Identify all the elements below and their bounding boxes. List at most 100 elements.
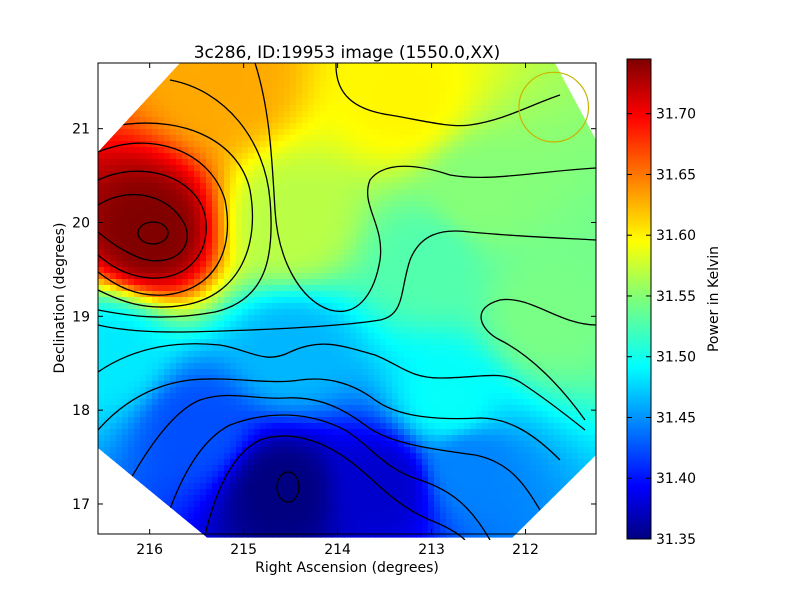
heatmap-cell: [590, 255, 596, 262]
heatmap-cell: [368, 111, 375, 118]
heatmap-cell: [494, 159, 501, 166]
heatmap-cell: [458, 189, 465, 196]
heatmap-cell: [422, 81, 429, 88]
heatmap-cell: [260, 177, 267, 184]
heatmap-cell: [506, 375, 513, 382]
heatmap-cell: [380, 333, 387, 340]
heatmap-cell: [314, 171, 321, 178]
heatmap-cell: [272, 285, 279, 292]
heatmap-cell: [236, 147, 243, 154]
heatmap-cell: [212, 123, 219, 130]
heatmap-cell: [176, 249, 183, 256]
heatmap-cell: [158, 309, 165, 316]
heatmap-cell: [488, 393, 495, 400]
heatmap-cell: [380, 117, 387, 124]
heatmap-cell: [386, 183, 393, 190]
heatmap-cell: [374, 255, 381, 262]
heatmap-cell: [284, 171, 291, 178]
heatmap-cell: [416, 123, 423, 130]
heatmap-cell: [140, 135, 147, 142]
heatmap-cell: [428, 345, 435, 352]
heatmap-cell: [476, 279, 483, 286]
heatmap-cell: [290, 201, 297, 208]
heatmap-cell: [398, 123, 405, 130]
heatmap-cell: [104, 189, 111, 196]
heatmap-cell: [548, 267, 555, 274]
heatmap-cell: [578, 153, 585, 160]
heatmap-cell: [560, 273, 567, 280]
heatmap-cell: [572, 405, 579, 412]
heatmap-cell: [272, 75, 279, 82]
heatmap-cell: [272, 309, 279, 316]
heatmap-cell: [278, 321, 285, 328]
heatmap-cell: [548, 111, 555, 118]
heatmap-cell: [578, 255, 585, 262]
heatmap-cell: [140, 123, 147, 130]
heatmap-cell: [326, 261, 333, 268]
heatmap-cell: [548, 195, 555, 202]
heatmap-cell: [290, 411, 297, 418]
heatmap-cell: [542, 399, 549, 406]
heatmap-cell: [104, 315, 111, 322]
heatmap-cell: [386, 129, 393, 136]
heatmap-cell: [284, 183, 291, 190]
heatmap-cell: [272, 87, 279, 94]
heatmap-cell: [260, 363, 267, 370]
heatmap-cell: [128, 141, 135, 148]
heatmap-cell: [134, 261, 141, 268]
heatmap-cell: [128, 339, 135, 346]
heatmap-cell: [548, 75, 555, 82]
heatmap-cell: [428, 327, 435, 334]
heatmap-cell: [104, 249, 111, 256]
heatmap-cell: [446, 249, 453, 256]
heatmap-cell: [554, 279, 561, 286]
heatmap-cell: [500, 369, 507, 376]
heatmap-cell: [536, 81, 543, 88]
heatmap-cell: [224, 339, 231, 346]
heatmap-cell: [368, 189, 375, 196]
heatmap-cell: [356, 243, 363, 250]
heatmap-cell: [566, 351, 573, 358]
heatmap-cell: [344, 261, 351, 268]
heatmap-cell: [224, 369, 231, 376]
heatmap-cell: [458, 159, 465, 166]
heatmap-cell: [332, 357, 339, 364]
heatmap-cell: [422, 141, 429, 148]
heatmap-cell: [182, 189, 189, 196]
heatmap-cell: [560, 339, 567, 346]
heatmap-cell: [266, 399, 273, 406]
heatmap-cell: [338, 213, 345, 220]
heatmap-cell: [548, 405, 555, 412]
heatmap-cell: [200, 201, 207, 208]
heatmap-cell: [482, 315, 489, 322]
heatmap-cell: [128, 75, 135, 82]
heatmap-cell: [548, 369, 555, 376]
heatmap-cell: [236, 225, 243, 232]
heatmap-cell: [344, 111, 351, 118]
heatmap-cell: [320, 273, 327, 280]
heatmap-cell: [332, 147, 339, 154]
heatmap-cell: [230, 351, 237, 358]
heatmap-cell: [422, 225, 429, 232]
heatmap-cell: [440, 165, 447, 172]
heatmap-cell: [212, 69, 219, 76]
heatmap-cell: [110, 237, 117, 244]
heatmap-cell: [506, 201, 513, 208]
heatmap-cell: [512, 105, 519, 112]
heatmap-cell: [302, 297, 309, 304]
heatmap-cell: [374, 177, 381, 184]
heatmap-cell: [350, 411, 357, 418]
heatmap-cell: [452, 207, 459, 214]
heatmap-cell: [422, 339, 429, 346]
heatmap-cell: [500, 321, 507, 328]
heatmap-cell: [254, 129, 261, 136]
heatmap-cell: [482, 291, 489, 298]
heatmap-cell: [230, 303, 237, 310]
heatmap-cell: [512, 303, 519, 310]
heatmap-cell: [236, 333, 243, 340]
heatmap-cell: [284, 357, 291, 364]
heatmap-cell: [368, 219, 375, 226]
heatmap-cell: [218, 279, 225, 286]
heatmap-cell: [104, 339, 111, 346]
heatmap-cell: [350, 75, 357, 82]
